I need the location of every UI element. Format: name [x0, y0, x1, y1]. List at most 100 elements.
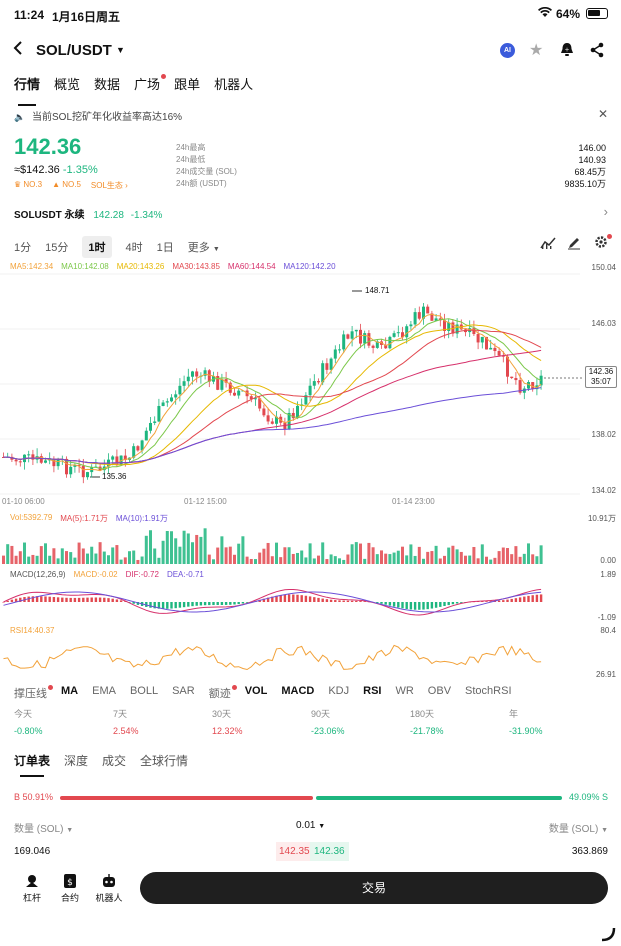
bid-qty-header[interactable]: 数量 (SOL) ▼: [14, 824, 73, 835]
candle: [539, 375, 543, 386]
candle: [493, 347, 497, 352]
ask-qty-header[interactable]: 数量 (SOL) ▼: [549, 820, 608, 835]
notice-bar[interactable]: 🔈 当前SOL挖矿年化收益率高达16% ✕: [14, 107, 608, 124]
volume-bar: [174, 538, 178, 564]
interval-15m[interactable]: 15分: [45, 242, 69, 254]
volume-bar: [140, 556, 144, 564]
precision-selector[interactable]: 0.01 ▼: [296, 820, 325, 831]
volume-bar: [401, 546, 404, 564]
tab-ema[interactable]: EMA: [92, 685, 116, 697]
macd-bar: [145, 602, 148, 607]
perpetual-row[interactable]: SOLUSDT 永续 142.28 -1.34% ›: [14, 204, 608, 221]
tab-overview[interactable]: 概览: [54, 77, 81, 92]
volume-bar: [443, 555, 446, 564]
ai-icon[interactable]: AI: [500, 43, 515, 58]
hot-badge[interactable]: ▲ NO.5: [52, 180, 81, 191]
tab-obv[interactable]: OBV: [427, 685, 452, 697]
volume-bar: [514, 546, 518, 564]
current-price-tag: 142.36 35:07: [585, 366, 617, 388]
tab-sar[interactable]: SAR: [172, 685, 195, 697]
tab-support-resistance[interactable]: 撑压线: [14, 685, 53, 701]
interval-selector: 1分 15分 1时 4时 1日 更多 ▼: [14, 236, 220, 258]
tab-market[interactable]: 行情: [14, 74, 40, 106]
candle: [296, 405, 299, 419]
tab-macd[interactable]: MACD: [281, 685, 315, 697]
tab-stochrsi[interactable]: StochRSI: [465, 685, 512, 697]
perf-value: -0.80%: [14, 726, 43, 736]
candle: [115, 456, 119, 466]
tab-data[interactable]: 数据: [94, 77, 121, 92]
tab-ma[interactable]: MA: [61, 685, 79, 697]
star-icon[interactable]: ★: [529, 42, 544, 59]
interval-4h[interactable]: 4时: [125, 242, 143, 254]
candle: [266, 415, 270, 422]
volume-bar: [518, 556, 522, 564]
candle: [216, 376, 220, 390]
tab-trace[interactable]: 额迹: [208, 685, 237, 701]
low-price-label: 135.36: [102, 472, 127, 481]
leverage-button[interactable]: 杠杆: [15, 873, 49, 904]
candle: [443, 320, 446, 331]
tab-depth[interactable]: 深度: [64, 754, 89, 768]
tab-boll[interactable]: BOLL: [129, 685, 159, 697]
macd-params: MACD(12,26,9): [10, 570, 66, 579]
perf-value: -31.90%: [509, 726, 543, 736]
macd-bar: [518, 597, 522, 602]
tab-orderbook[interactable]: 订单表: [14, 754, 51, 777]
volume-bar: [287, 547, 291, 564]
candle: [354, 329, 358, 332]
candle: [304, 395, 308, 405]
macd-bar: [77, 597, 81, 602]
chevron-down-icon: ▼: [601, 827, 608, 834]
orderbook-row[interactable]: 169.046 142.35 142.36 363.869: [14, 842, 608, 861]
rank-badge[interactable]: ♛ NO.3: [14, 180, 42, 191]
pair-title[interactable]: SOL/USDT: [36, 42, 112, 59]
tab-trades[interactable]: 成交: [102, 754, 127, 768]
candle: [123, 455, 127, 460]
tab-square[interactable]: 广场: [134, 74, 167, 98]
volume-bar: [157, 557, 161, 564]
candle: [489, 347, 493, 350]
tab-trace-label: 额迹: [208, 688, 231, 700]
indicator-icon[interactable]: [540, 236, 556, 253]
performance-row: 今天 -0.80% 7天 2.54% 30天 12.32% 90天 -23.06% 18…: [14, 707, 608, 736]
volume-bar: [338, 558, 341, 564]
tab-kdj[interactable]: KDJ: [328, 685, 350, 697]
tab-rsi[interactable]: RSI: [363, 685, 382, 697]
candle: [384, 344, 388, 349]
interval-more[interactable]: 更多 ▼: [188, 239, 220, 255]
high-price-label: 148.71: [365, 286, 390, 295]
candle: [375, 341, 379, 348]
candle: [149, 422, 152, 431]
stat-low: 24h最低 140.93: [176, 154, 606, 166]
alert-bell-icon[interactable]: +: [560, 42, 574, 61]
volume-bar: [203, 528, 207, 564]
share-icon[interactable]: [590, 42, 604, 61]
interval-1m[interactable]: 1分: [14, 242, 32, 254]
ma30-label: MA30:143.85: [172, 262, 220, 271]
back-icon[interactable]: [12, 40, 24, 61]
draw-pen-icon[interactable]: [567, 236, 581, 253]
macd-chart: [2, 588, 543, 616]
macd-bar: [304, 595, 308, 602]
interval-more-label: 更多: [187, 242, 210, 254]
ecosystem-badge[interactable]: SOL生态 ›: [91, 180, 128, 191]
gear-icon[interactable]: [594, 235, 608, 252]
chevron-down-icon[interactable]: ▼: [116, 45, 125, 55]
tab-copy-trading[interactable]: 跟单: [174, 77, 201, 92]
interval-1d[interactable]: 1日: [156, 242, 174, 254]
rank-badge-label: NO.3: [23, 180, 43, 189]
tab-bots[interactable]: 机器人: [214, 77, 254, 92]
candle: [359, 329, 362, 344]
tab-vol[interactable]: VOL: [244, 685, 268, 697]
close-icon[interactable]: ✕: [597, 107, 608, 121]
svg-text:$: $: [67, 878, 73, 888]
bot-button[interactable]: 机器人: [92, 873, 126, 904]
trade-button[interactable]: 交易: [140, 872, 608, 904]
candlestick-chart[interactable]: [0, 272, 621, 502]
tab-global-market[interactable]: 全球行情: [140, 754, 189, 768]
contract-button[interactable]: $ 合约: [53, 873, 87, 904]
tab-wr[interactable]: WR: [395, 685, 414, 697]
candle: [157, 405, 161, 422]
interval-1h[interactable]: 1时: [82, 236, 112, 258]
